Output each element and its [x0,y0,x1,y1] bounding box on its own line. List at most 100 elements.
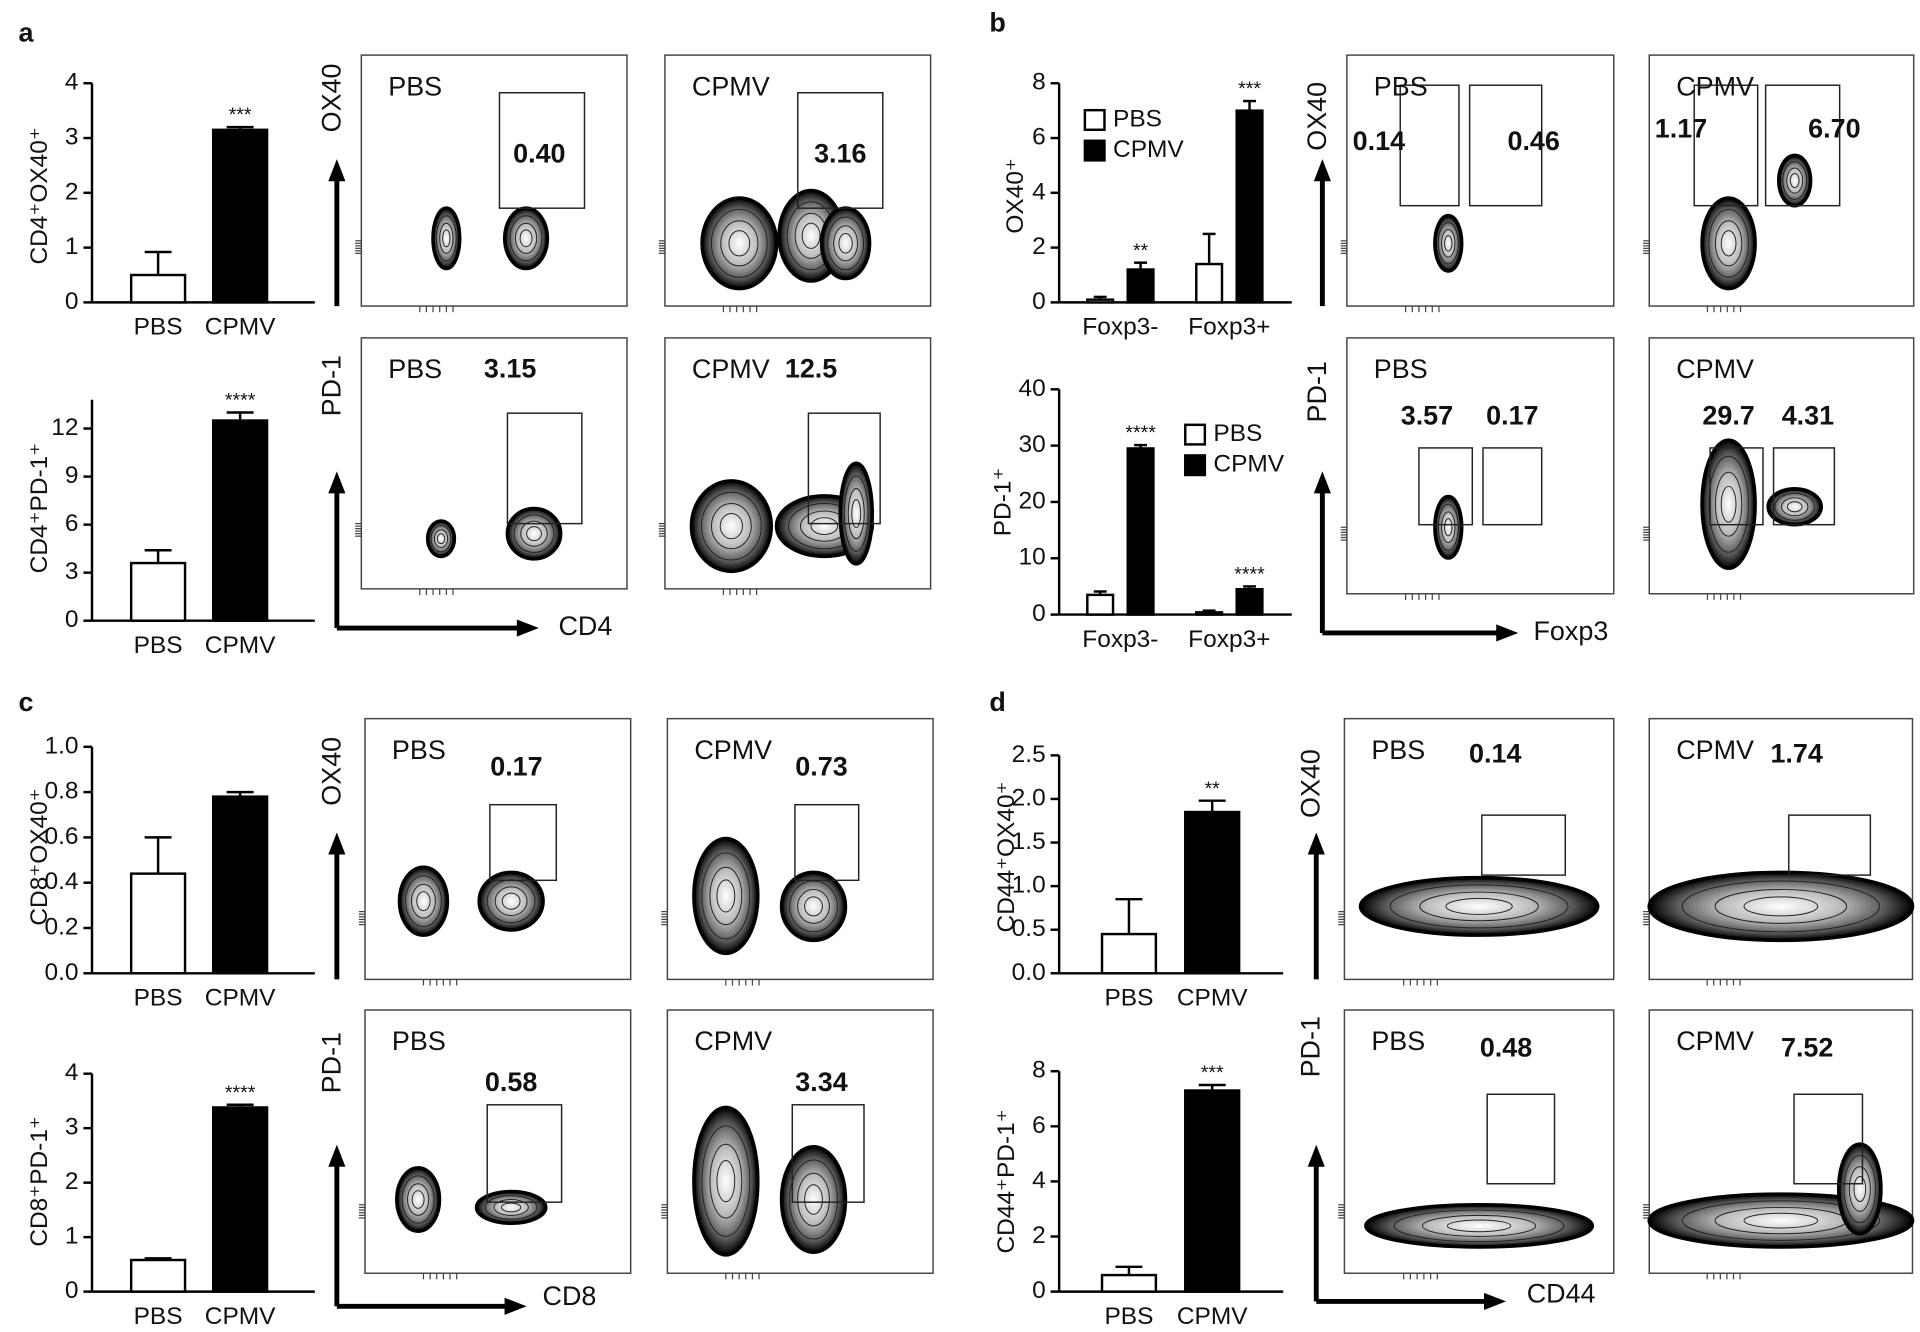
bar [211,1106,269,1293]
contour [709,1143,743,1219]
contour [789,1159,838,1240]
contour [710,208,768,278]
bar [1126,447,1155,616]
sample-label: CPMV [694,1026,772,1056]
sample-label: PBS [1371,1026,1425,1056]
bar [129,872,187,975]
arrow-head [1483,1292,1507,1310]
gate-percent: 0.48 [1480,1033,1532,1063]
y-axis-label: CD4⁺PD-1⁺ [26,443,53,574]
sample-label: CPMV [1676,735,1754,765]
x-tick-label: CPMV [205,1303,276,1330]
plot-frame [1648,337,1915,595]
gate [1788,814,1872,876]
contour [436,533,446,545]
sample-label: CPMV [1676,1026,1754,1056]
y-tick-label: 3 [65,558,79,585]
contour [433,529,449,548]
bar [1235,588,1264,616]
arrow-head [328,471,346,494]
contour [407,1183,430,1216]
y-tick-label: 40 [1018,375,1045,402]
population [692,1105,760,1257]
bar [1184,810,1241,975]
gate [1486,1093,1556,1185]
gate [791,1104,865,1203]
population [477,870,545,932]
population [1433,213,1464,273]
legend-label: PBS [1213,420,1262,447]
gate [1481,814,1567,876]
y-axis-label: CD8⁺PD-1⁺ [26,1116,53,1247]
gate [1793,1093,1864,1185]
population [819,206,872,281]
contour [494,886,528,917]
contour [1843,1154,1877,1224]
gate-percent: 3.16 [814,139,866,169]
contour [514,222,538,254]
bar [211,128,269,304]
y-tick-label: 0.4 [45,868,79,895]
contour [1708,455,1749,553]
y-axis-label: CD4⁺OX40⁺ [26,127,53,264]
gate [498,92,586,209]
y-axis-label: OX40 [1302,82,1332,151]
panel-label: b [989,8,1005,38]
contour [1714,220,1743,267]
x-tick-label: CPMV [205,314,276,341]
bar [1235,109,1264,304]
bar [129,1258,187,1293]
y-tick-label: 9 [65,462,79,489]
contour [411,1190,425,1209]
gate [1693,84,1759,207]
y-tick-label: 2 [65,178,79,205]
x-axis-label: CD44 [1527,1278,1596,1308]
contour [500,1202,522,1213]
gate-percent: 1.17 [1655,113,1707,143]
y-tick-label: 2 [65,1168,79,1195]
y-axis-label: CD44⁺OX40⁺ [993,782,1020,933]
y-tick-label: 6 [65,510,79,537]
y-axis-label: OX40 [1296,749,1326,818]
contour [1446,1219,1512,1233]
gate [1418,447,1474,526]
contour [847,487,865,540]
y-tick-label: 4 [1032,178,1046,205]
y-axis-label: OX40 [316,737,346,806]
population [700,196,779,291]
bar [1184,1089,1241,1293]
y-tick-label: 3 [65,1114,79,1141]
plot-frame [1346,54,1615,307]
contour [1419,891,1539,922]
x-axis-label: CD4 [558,611,612,641]
gate-percent: 4.31 [1782,400,1834,430]
contour [1422,1214,1537,1237]
plot-frame [360,337,628,590]
arrow-head [1307,1144,1325,1167]
population [502,206,550,271]
contour [1445,897,1513,915]
gate-percent: 6.70 [1808,113,1860,143]
x-tick-label: Foxp3+ [1188,626,1270,653]
y-axis-label: CD44⁺PD-1⁺ [993,1109,1020,1253]
y-axis-label: CD8⁺OX40⁺ [26,788,53,925]
x-tick-label: Foxp3- [1082,314,1158,341]
y-tick-label: 4 [1032,1167,1046,1194]
contour [701,852,751,940]
bar [129,561,187,622]
panel-label: a [19,17,35,47]
y-tick-label: 0 [1032,1277,1046,1304]
x-tick-label: CPMV [205,632,276,659]
significance: *** [1238,78,1261,100]
arrow-head [516,619,539,637]
sample-label: PBS [392,735,446,765]
gate-percent: 29.7 [1702,400,1754,430]
contour [405,875,442,928]
bar [211,795,269,975]
contour [719,512,744,540]
y-tick-label: 2 [1032,1222,1046,1249]
y-tick-label: 0.0 [1012,959,1046,986]
x-tick-label: PBS [134,1303,183,1330]
population [838,461,875,566]
